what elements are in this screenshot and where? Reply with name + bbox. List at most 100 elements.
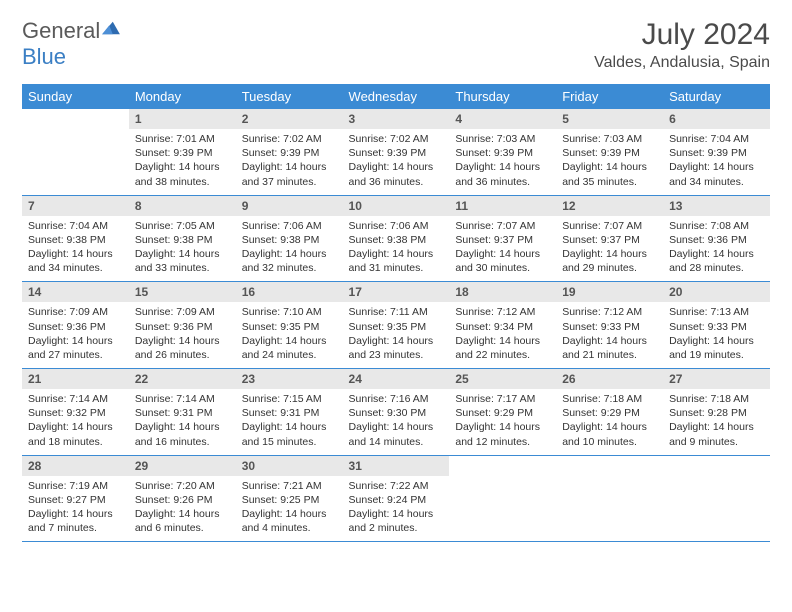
- calendar-row: 1Sunrise: 7:01 AMSunset: 9:39 PMDaylight…: [22, 109, 770, 195]
- day-number: 22: [129, 369, 236, 389]
- calendar-cell: 25Sunrise: 7:17 AMSunset: 9:29 PMDayligh…: [449, 369, 556, 456]
- day-content: Sunrise: 7:03 AMSunset: 9:39 PMDaylight:…: [556, 129, 663, 195]
- calendar-cell: 24Sunrise: 7:16 AMSunset: 9:30 PMDayligh…: [343, 369, 450, 456]
- calendar-cell: [22, 109, 129, 195]
- weekday-header: Friday: [556, 84, 663, 109]
- weekday-header-row: SundayMondayTuesdayWednesdayThursdayFrid…: [22, 84, 770, 109]
- calendar-cell: 16Sunrise: 7:10 AMSunset: 9:35 PMDayligh…: [236, 282, 343, 369]
- day-content: Sunrise: 7:05 AMSunset: 9:38 PMDaylight:…: [129, 216, 236, 282]
- day-number: 6: [663, 109, 770, 129]
- location-text: Valdes, Andalusia, Spain: [594, 54, 770, 72]
- brand-part2: Blue: [22, 44, 66, 69]
- day-content: Sunrise: 7:12 AMSunset: 9:33 PMDaylight:…: [556, 302, 663, 368]
- brand-logo: General Blue: [22, 18, 122, 70]
- calendar-cell: 9Sunrise: 7:06 AMSunset: 9:38 PMDaylight…: [236, 195, 343, 282]
- day-number: 2: [236, 109, 343, 129]
- day-content: Sunrise: 7:15 AMSunset: 9:31 PMDaylight:…: [236, 389, 343, 455]
- day-number: 15: [129, 282, 236, 302]
- weekday-header: Saturday: [663, 84, 770, 109]
- day-content: Sunrise: 7:10 AMSunset: 9:35 PMDaylight:…: [236, 302, 343, 368]
- calendar-cell: 7Sunrise: 7:04 AMSunset: 9:38 PMDaylight…: [22, 195, 129, 282]
- day-number: 17: [343, 282, 450, 302]
- day-content: Sunrise: 7:18 AMSunset: 9:28 PMDaylight:…: [663, 389, 770, 455]
- weekday-header: Wednesday: [343, 84, 450, 109]
- day-number: 12: [556, 196, 663, 216]
- calendar-cell: [449, 455, 556, 542]
- calendar-cell: 6Sunrise: 7:04 AMSunset: 9:39 PMDaylight…: [663, 109, 770, 195]
- calendar-cell: 8Sunrise: 7:05 AMSunset: 9:38 PMDaylight…: [129, 195, 236, 282]
- calendar-cell: 2Sunrise: 7:02 AMSunset: 9:39 PMDaylight…: [236, 109, 343, 195]
- weekday-header: Tuesday: [236, 84, 343, 109]
- calendar-cell: 14Sunrise: 7:09 AMSunset: 9:36 PMDayligh…: [22, 282, 129, 369]
- weekday-header: Thursday: [449, 84, 556, 109]
- calendar-cell: 17Sunrise: 7:11 AMSunset: 9:35 PMDayligh…: [343, 282, 450, 369]
- day-number: 31: [343, 456, 450, 476]
- day-content: Sunrise: 7:08 AMSunset: 9:36 PMDaylight:…: [663, 216, 770, 282]
- calendar-row: 28Sunrise: 7:19 AMSunset: 9:27 PMDayligh…: [22, 455, 770, 542]
- calendar-cell: 27Sunrise: 7:18 AMSunset: 9:28 PMDayligh…: [663, 369, 770, 456]
- calendar-cell: 26Sunrise: 7:18 AMSunset: 9:29 PMDayligh…: [556, 369, 663, 456]
- day-number: 30: [236, 456, 343, 476]
- calendar-cell: 12Sunrise: 7:07 AMSunset: 9:37 PMDayligh…: [556, 195, 663, 282]
- day-content: Sunrise: 7:14 AMSunset: 9:31 PMDaylight:…: [129, 389, 236, 455]
- day-content: Sunrise: 7:22 AMSunset: 9:24 PMDaylight:…: [343, 476, 450, 542]
- calendar-cell: 22Sunrise: 7:14 AMSunset: 9:31 PMDayligh…: [129, 369, 236, 456]
- calendar-cell: 5Sunrise: 7:03 AMSunset: 9:39 PMDaylight…: [556, 109, 663, 195]
- day-content: Sunrise: 7:07 AMSunset: 9:37 PMDaylight:…: [449, 216, 556, 282]
- calendar-cell: 11Sunrise: 7:07 AMSunset: 9:37 PMDayligh…: [449, 195, 556, 282]
- day-content: Sunrise: 7:02 AMSunset: 9:39 PMDaylight:…: [236, 129, 343, 195]
- day-content: Sunrise: 7:16 AMSunset: 9:30 PMDaylight:…: [343, 389, 450, 455]
- weekday-header: Monday: [129, 84, 236, 109]
- day-number: 8: [129, 196, 236, 216]
- day-number: 3: [343, 109, 450, 129]
- day-number: 11: [449, 196, 556, 216]
- calendar-cell: 23Sunrise: 7:15 AMSunset: 9:31 PMDayligh…: [236, 369, 343, 456]
- day-content: Sunrise: 7:02 AMSunset: 9:39 PMDaylight:…: [343, 129, 450, 195]
- calendar-cell: [663, 455, 770, 542]
- day-content: Sunrise: 7:06 AMSunset: 9:38 PMDaylight:…: [343, 216, 450, 282]
- day-number: 28: [22, 456, 129, 476]
- calendar-cell: 30Sunrise: 7:21 AMSunset: 9:25 PMDayligh…: [236, 455, 343, 542]
- day-number: 19: [556, 282, 663, 302]
- month-title: July 2024: [594, 18, 770, 52]
- brand-sail-icon: [100, 20, 122, 36]
- day-number: 23: [236, 369, 343, 389]
- calendar-cell: 21Sunrise: 7:14 AMSunset: 9:32 PMDayligh…: [22, 369, 129, 456]
- day-number: 18: [449, 282, 556, 302]
- day-number: 1: [129, 109, 236, 129]
- day-content: Sunrise: 7:21 AMSunset: 9:25 PMDaylight:…: [236, 476, 343, 542]
- day-content: Sunrise: 7:09 AMSunset: 9:36 PMDaylight:…: [22, 302, 129, 368]
- day-content: Sunrise: 7:01 AMSunset: 9:39 PMDaylight:…: [129, 129, 236, 195]
- day-content: Sunrise: 7:17 AMSunset: 9:29 PMDaylight:…: [449, 389, 556, 455]
- day-content: Sunrise: 7:04 AMSunset: 9:38 PMDaylight:…: [22, 216, 129, 282]
- calendar-cell: 10Sunrise: 7:06 AMSunset: 9:38 PMDayligh…: [343, 195, 450, 282]
- calendar-cell: 13Sunrise: 7:08 AMSunset: 9:36 PMDayligh…: [663, 195, 770, 282]
- day-number: 10: [343, 196, 450, 216]
- day-number: 5: [556, 109, 663, 129]
- day-content: Sunrise: 7:14 AMSunset: 9:32 PMDaylight:…: [22, 389, 129, 455]
- day-number: 13: [663, 196, 770, 216]
- day-content: Sunrise: 7:04 AMSunset: 9:39 PMDaylight:…: [663, 129, 770, 195]
- calendar-cell: 20Sunrise: 7:13 AMSunset: 9:33 PMDayligh…: [663, 282, 770, 369]
- day-content: Sunrise: 7:13 AMSunset: 9:33 PMDaylight:…: [663, 302, 770, 368]
- day-number: 16: [236, 282, 343, 302]
- day-content: Sunrise: 7:06 AMSunset: 9:38 PMDaylight:…: [236, 216, 343, 282]
- day-number: 9: [236, 196, 343, 216]
- title-block: July 2024 Valdes, Andalusia, Spain: [594, 18, 770, 72]
- calendar-row: 21Sunrise: 7:14 AMSunset: 9:32 PMDayligh…: [22, 369, 770, 456]
- day-content: Sunrise: 7:07 AMSunset: 9:37 PMDaylight:…: [556, 216, 663, 282]
- calendar-cell: 15Sunrise: 7:09 AMSunset: 9:36 PMDayligh…: [129, 282, 236, 369]
- page-header: General Blue July 2024 Valdes, Andalusia…: [22, 18, 770, 72]
- brand-text: General Blue: [22, 18, 122, 70]
- day-content: Sunrise: 7:18 AMSunset: 9:29 PMDaylight:…: [556, 389, 663, 455]
- day-number: 26: [556, 369, 663, 389]
- day-number: 7: [22, 196, 129, 216]
- calendar-table: SundayMondayTuesdayWednesdayThursdayFrid…: [22, 84, 770, 542]
- brand-part1: General: [22, 18, 100, 43]
- calendar-row: 14Sunrise: 7:09 AMSunset: 9:36 PMDayligh…: [22, 282, 770, 369]
- day-content: Sunrise: 7:20 AMSunset: 9:26 PMDaylight:…: [129, 476, 236, 542]
- calendar-cell: [556, 455, 663, 542]
- day-content: Sunrise: 7:19 AMSunset: 9:27 PMDaylight:…: [22, 476, 129, 542]
- calendar-cell: 28Sunrise: 7:19 AMSunset: 9:27 PMDayligh…: [22, 455, 129, 542]
- day-number: 14: [22, 282, 129, 302]
